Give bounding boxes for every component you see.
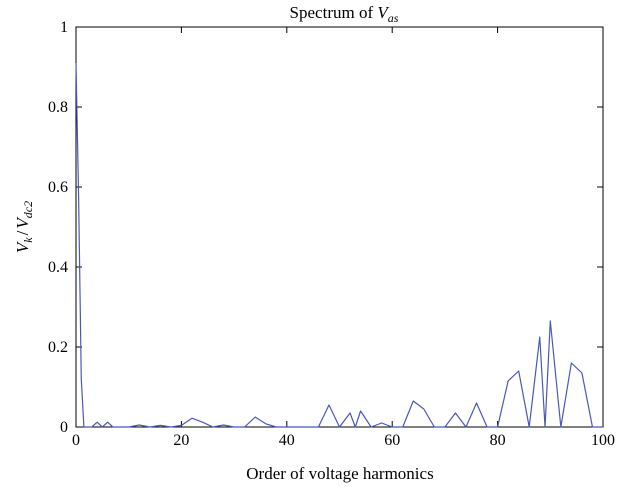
y-axis-label: Vk/Vdc2 bbox=[13, 201, 35, 253]
y-tick-label: 0.8 bbox=[48, 99, 68, 116]
x-tick-label: 40 bbox=[279, 432, 295, 449]
y-axis-ticks: 0 0.2 0.4 0.6 0.8 1 bbox=[48, 19, 603, 436]
chart-title: Spectrum of Vas bbox=[290, 3, 399, 25]
x-tick-label: 20 bbox=[173, 432, 189, 449]
x-tick-label: 60 bbox=[384, 432, 400, 449]
y-tick-label: 0.2 bbox=[48, 339, 68, 356]
x-tick-label: 100 bbox=[591, 432, 615, 449]
x-tick-label: 0 bbox=[72, 432, 80, 449]
x-axis-ticks: 0 20 40 60 80 100 bbox=[72, 27, 615, 449]
y-tick-label: 0 bbox=[60, 419, 68, 436]
plot-frame bbox=[75, 26, 604, 428]
x-axis-label: Order of voltage harmonics bbox=[246, 464, 433, 483]
y-tick-label: 1 bbox=[60, 19, 68, 36]
y-tick-label: 0.6 bbox=[48, 179, 68, 196]
y-tick-label: 0.4 bbox=[48, 259, 68, 276]
x-tick-label: 80 bbox=[490, 432, 506, 449]
series-line bbox=[75, 62, 603, 428]
